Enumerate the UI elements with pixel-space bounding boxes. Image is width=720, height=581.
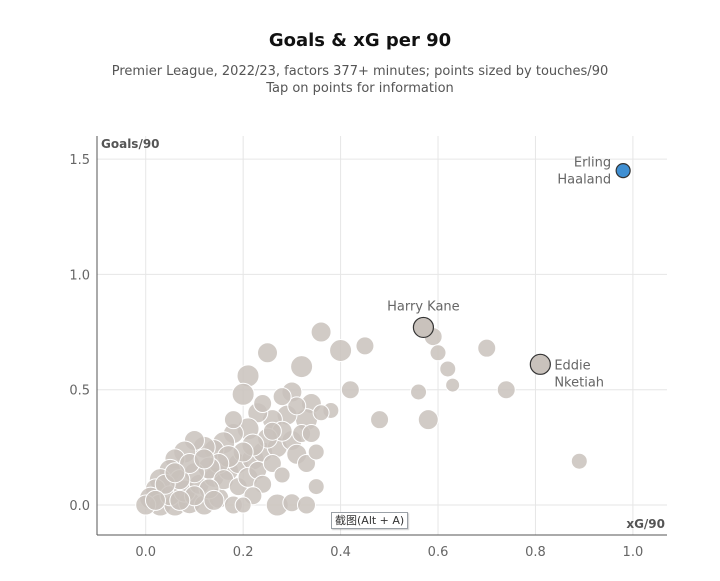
y-tick-label: 1.5	[69, 153, 90, 168]
y-axis-label: Goals/90	[101, 137, 160, 151]
y-tick-label: 0.0	[69, 499, 90, 514]
player-point[interactable]	[164, 462, 186, 484]
player-label: Harry Kane	[387, 299, 460, 314]
data-points	[135, 162, 631, 517]
player-point[interactable]	[307, 478, 325, 496]
player-point[interactable]	[193, 448, 215, 470]
player-point[interactable]	[287, 396, 307, 416]
player-point[interactable]	[290, 355, 314, 379]
player-point[interactable]	[496, 380, 516, 400]
player-point[interactable]	[329, 338, 353, 362]
player-point[interactable]	[234, 496, 252, 514]
x-tick-label: 0.4	[330, 545, 351, 560]
player-point[interactable]	[570, 452, 588, 470]
player-label: Haaland	[557, 173, 611, 188]
player-point[interactable]	[445, 377, 461, 393]
player-point[interactable]	[417, 409, 439, 431]
player-point[interactable]	[301, 424, 321, 444]
tick-labels: 0.0 0.2 0.4 0.6 0.8 1.0 0.0 0.5 1.0 1.5	[69, 153, 643, 560]
player-point[interactable]	[253, 394, 273, 414]
player-point[interactable]	[231, 382, 255, 406]
subtitle-line-2: Tap on points for information	[266, 81, 454, 96]
player-point[interactable]	[223, 410, 243, 430]
player-point[interactable]	[410, 383, 428, 401]
player-point[interactable]	[262, 421, 282, 441]
player-point[interactable]	[477, 338, 497, 358]
player-point[interactable]	[257, 342, 279, 364]
point-labels: Erling Haaland Harry Kane Eddie Nketiah	[387, 156, 611, 391]
player-point[interactable]	[439, 360, 457, 378]
player-point[interactable]	[169, 489, 191, 511]
player-point[interactable]	[262, 454, 282, 474]
player-label: Nketiah	[554, 375, 604, 390]
player-point[interactable]	[307, 443, 325, 461]
x-tick-label: 0.8	[525, 545, 546, 560]
player-point[interactable]	[273, 466, 291, 484]
player-point[interactable]	[144, 489, 166, 511]
x-tick-label: 1.0	[623, 545, 644, 560]
x-tick-label: 0.0	[135, 545, 156, 560]
highlighted-player-point[interactable]	[615, 162, 631, 179]
screenshot-tooltip: 截图(Alt + A)	[331, 512, 409, 529]
chart-subtitle: Premier League, 2022/23, factors 377+ mi…	[0, 63, 720, 97]
highlighted-player-point[interactable]	[412, 316, 435, 339]
player-point[interactable]	[312, 404, 330, 422]
y-tick-label: 0.5	[69, 384, 90, 399]
player-point[interactable]	[310, 321, 332, 343]
player-point[interactable]	[296, 495, 316, 515]
player-point[interactable]	[340, 380, 360, 400]
y-tick-label: 1.0	[69, 268, 90, 283]
highlighted-player-point[interactable]	[529, 353, 551, 375]
player-point[interactable]	[370, 410, 390, 430]
x-tick-label: 0.2	[233, 545, 254, 560]
player-point[interactable]	[272, 387, 292, 407]
chart-title: Goals & xG per 90	[268, 30, 452, 51]
subtitle-line-1: Premier League, 2022/23, factors 377+ mi…	[111, 64, 609, 79]
x-axis-label: xG/90	[626, 517, 665, 531]
player-point[interactable]	[296, 454, 316, 474]
player-label: Eddie	[554, 358, 590, 373]
player-label: Erling	[574, 156, 611, 171]
player-point[interactable]	[355, 336, 375, 356]
x-tick-label: 0.6	[428, 545, 449, 560]
player-point[interactable]	[203, 489, 225, 511]
player-point[interactable]	[429, 344, 447, 362]
